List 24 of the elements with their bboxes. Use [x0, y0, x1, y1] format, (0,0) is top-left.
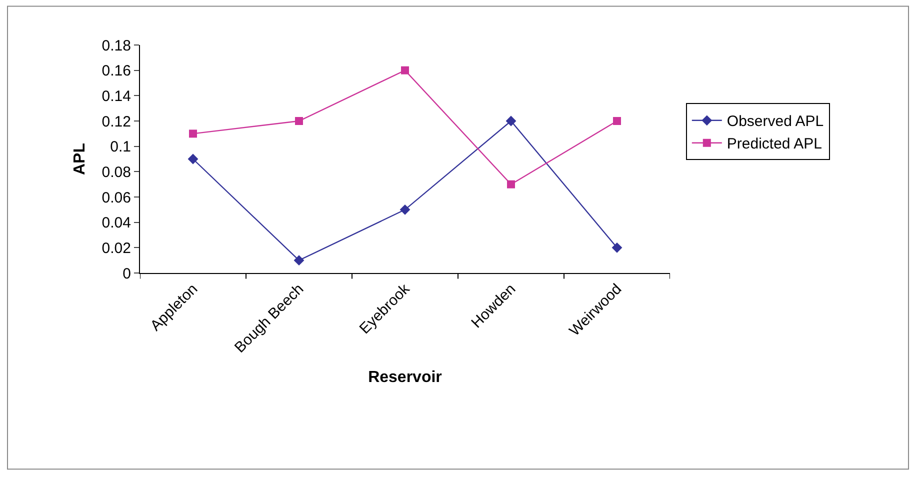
- point: [189, 130, 197, 138]
- y-tick-label: 0.16: [102, 62, 131, 80]
- point: [507, 180, 515, 188]
- point: [401, 66, 409, 74]
- legend-label: Predicted APL: [726, 136, 822, 153]
- y-tick-label: 0.06: [102, 189, 131, 206]
- point: [295, 117, 303, 125]
- point: [506, 116, 516, 126]
- x-axis-title: Reservoir: [368, 369, 442, 386]
- y-tick-label: 0.12: [102, 113, 131, 130]
- y-tick-label: 0.1: [110, 138, 131, 156]
- legend-label: Observed APL: [726, 113, 824, 130]
- y-tick-label: 0.18: [102, 37, 131, 54]
- y-tick-label: 0: [122, 265, 131, 282]
- y-tick-label: 0.02: [102, 240, 131, 257]
- point: [294, 255, 304, 266]
- y-tick-label: 0.08: [102, 164, 131, 181]
- y-tick-label: 0.04: [102, 214, 131, 232]
- point: [400, 204, 410, 215]
- point: [612, 242, 622, 253]
- y-axis-title: APL: [72, 142, 89, 175]
- point: [188, 154, 198, 164]
- point: [613, 117, 621, 125]
- y-tick-label: 0.14: [102, 88, 131, 105]
